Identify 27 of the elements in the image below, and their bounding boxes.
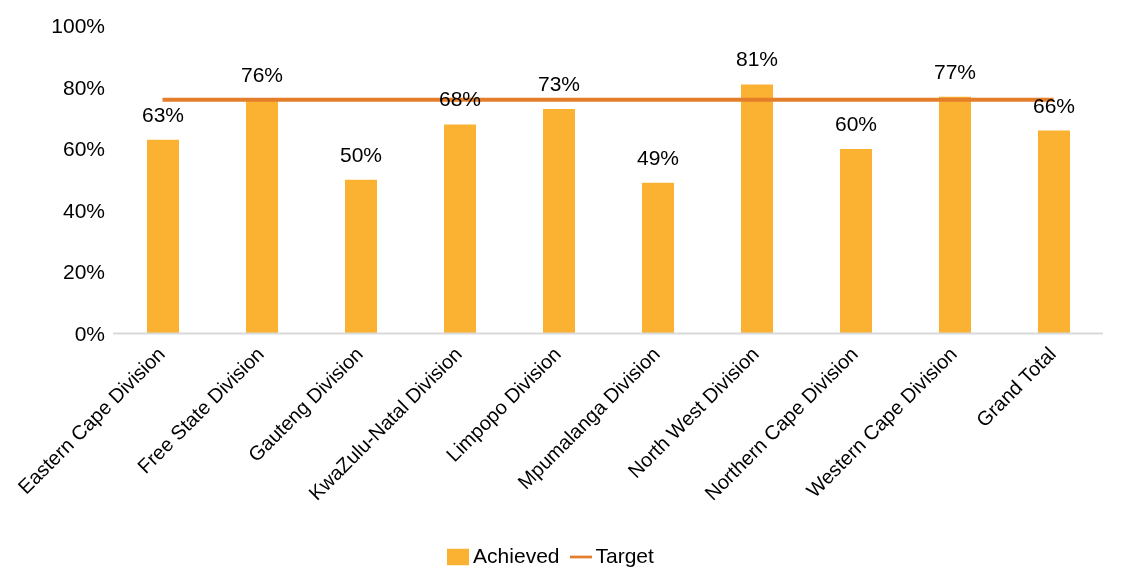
data-label: 73% [537, 72, 581, 96]
legend-label: Achieved [473, 543, 560, 567]
y-tick-label: 0% [74, 322, 105, 345]
y-tick-label: 40% [62, 198, 105, 222]
legend-label: Target [595, 543, 654, 567]
data-label: 49% [636, 145, 680, 169]
bar [840, 149, 872, 334]
bar [741, 84, 773, 334]
data-label: 60% [834, 112, 878, 136]
bar [543, 109, 575, 334]
data-label: 66% [1032, 93, 1076, 117]
bar [642, 182, 674, 334]
bar [1038, 130, 1070, 334]
y-tick-label: 80% [62, 75, 105, 99]
data-label: 63% [141, 102, 185, 126]
bar [444, 124, 476, 334]
bar [246, 99, 278, 334]
bar [147, 139, 179, 334]
y-tick-label: 60% [62, 137, 105, 161]
bar [939, 96, 971, 334]
data-label: 81% [735, 47, 779, 71]
bar [345, 179, 377, 334]
y-tick-label: 100% [51, 14, 105, 38]
data-label: 77% [933, 59, 977, 83]
data-label: 50% [339, 142, 383, 166]
data-label: 76% [240, 62, 284, 86]
y-tick-label: 20% [62, 260, 105, 284]
